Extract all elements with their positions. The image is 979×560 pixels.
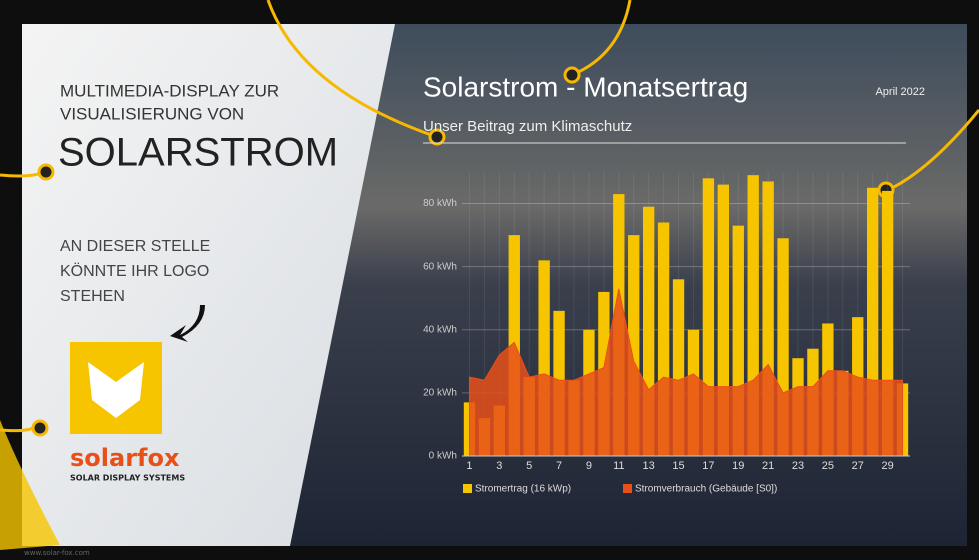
display: MULTIMEDIA-DISPLAY ZUR VISUALISIERUNG VO…: [0, 0, 979, 560]
date: April 2022: [875, 86, 925, 98]
chart-title: Solarstrom - Monatsertrag: [423, 71, 748, 102]
x-tick-label: 25: [822, 460, 834, 472]
x-tick-label: 21: [762, 460, 774, 472]
x-tick-label: 19: [732, 460, 744, 472]
x-tick-label: 15: [672, 460, 684, 472]
x-tick-label: 11: [613, 460, 624, 472]
brand-tagline: SOLAR DISPLAY SYSTEMS: [70, 474, 185, 483]
intro-line: MULTIMEDIA-DISPLAY ZUR: [60, 81, 279, 100]
legend-label: Stromverbrauch (Gebäude [S0]): [635, 484, 777, 495]
intro-line: VISUALISIERUNG VON: [60, 104, 244, 123]
logo-note: STEHEN: [60, 288, 125, 305]
x-tick-label: 9: [586, 460, 592, 472]
legend-label: Stromertrag (16 kWp): [475, 484, 571, 495]
y-tick-label: 20 kWh: [423, 388, 457, 399]
legend-swatch: [623, 484, 632, 493]
logo-note: KÖNNTE IHR LOGO: [60, 262, 209, 280]
x-tick-label: 3: [496, 460, 502, 472]
y-tick-label: 60 kWh: [423, 261, 457, 272]
y-tick-label: 80 kWh: [423, 198, 457, 209]
footer: www.solar-fox.com: [24, 549, 90, 557]
x-tick-label: 29: [881, 460, 893, 472]
x-tick-label: 17: [702, 460, 714, 472]
x-tick-label: 13: [643, 460, 655, 472]
x-tick-label: 7: [556, 460, 562, 472]
y-tick-label: 0 kWh: [429, 451, 457, 462]
x-tick-label: 27: [852, 460, 864, 472]
brand: solarfox: [70, 444, 180, 472]
x-tick-label: 5: [526, 460, 532, 472]
x-tick-label: 1: [466, 460, 472, 472]
page: {"panel": {"intro": ["MULTIMEDIA-DISPLAY…: [0, 0, 979, 560]
y-tick-label: 40 kWh: [423, 324, 457, 335]
headline: SOLARSTROM: [58, 131, 338, 175]
logo-note: AN DIESER STELLE: [60, 238, 210, 255]
x-tick-label: 23: [792, 460, 804, 472]
legend-swatch: [463, 484, 472, 493]
chart-subtitle: Unser Beitrag zum Klimaschutz: [423, 118, 632, 135]
